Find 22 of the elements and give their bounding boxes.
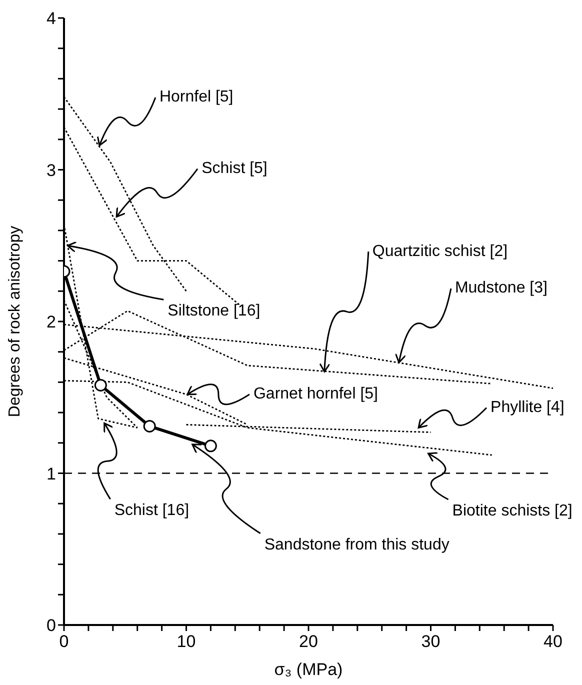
x-tick-label: 10 (176, 632, 196, 652)
annotation: Quartzitic schist [2] (372, 242, 508, 260)
annotation: Schist [5] (202, 160, 268, 178)
y-axis-title: Degrees of rock anisotropy (6, 226, 24, 418)
y-tick-label: 3 (46, 160, 56, 180)
annotation: Garnet hornfel [5] (253, 386, 378, 403)
x-tick-label: 30 (421, 632, 440, 652)
x-tick-label: 40 (544, 632, 562, 652)
annotation: Mudstone [3] (454, 280, 548, 297)
x-axis-title: σ₃ (MPa) (274, 660, 343, 679)
annotation: Phyllite [4] (490, 398, 564, 416)
y-tick-label: 2 (46, 312, 56, 332)
y-tick-label: 0 (46, 616, 56, 636)
annotation: Siltstone [16] (168, 302, 260, 320)
x-tick-label: 20 (299, 632, 318, 652)
annotation: Sandstone from this study (264, 536, 450, 554)
annotation: Schist [16] (114, 502, 190, 520)
y-tick-label: 1 (46, 464, 56, 484)
annotation: Hornfel [5] (159, 88, 234, 106)
annotation: Biotite schists [2] (452, 502, 572, 520)
x-tick-label: 0 (59, 632, 69, 652)
y-tick-label: 4 (46, 9, 56, 28)
